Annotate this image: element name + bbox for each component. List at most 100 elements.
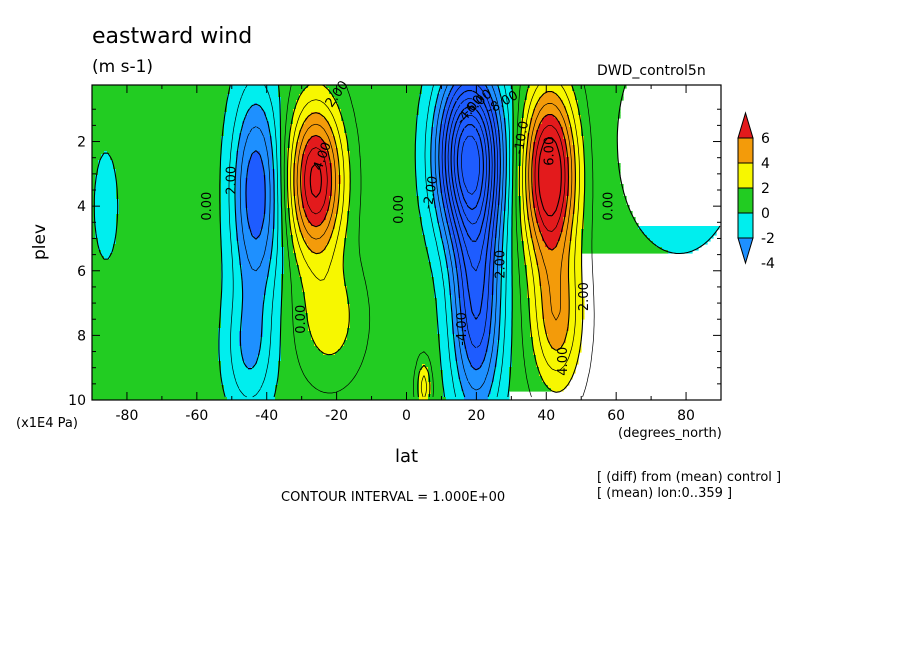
field-cell	[257, 103, 282, 107]
field-cell	[341, 115, 417, 119]
field-cell	[236, 184, 246, 188]
field-cell	[569, 301, 585, 305]
field-cell	[500, 322, 513, 326]
field-cell	[347, 334, 441, 338]
field-cell	[428, 397, 447, 400]
field-cell	[569, 307, 585, 311]
field-cell	[470, 364, 483, 368]
field-cell	[293, 241, 306, 245]
field-cell	[293, 115, 309, 119]
field-cell	[335, 226, 348, 230]
field-cell	[281, 130, 291, 134]
contour-label-group: 2.004.002.000.00 0.00 -2.000.00-4.00-6.00-…	[200, 78, 617, 376]
contour-line	[239, 85, 504, 391]
field-cell	[344, 259, 429, 263]
field-cell	[569, 313, 585, 317]
field-cell	[92, 247, 99, 251]
field-cell	[329, 88, 423, 92]
field-cell	[440, 166, 501, 170]
field-cell	[92, 316, 222, 320]
field-cell	[455, 265, 495, 269]
field-cell	[584, 190, 624, 194]
field-cell	[500, 193, 507, 197]
field-cell	[512, 163, 522, 167]
field-cell	[533, 202, 567, 206]
field-cell	[344, 250, 429, 254]
field-cell	[440, 172, 501, 176]
field-cell	[581, 238, 651, 242]
colorbar-label: 4	[761, 156, 770, 172]
field-cell	[350, 190, 417, 194]
field-cell	[293, 181, 303, 185]
field-cell	[281, 208, 291, 212]
field-cell	[332, 229, 348, 233]
field-cell	[260, 232, 273, 236]
field-cell	[221, 361, 246, 365]
field-cell	[113, 247, 222, 251]
field-cell	[521, 151, 528, 155]
field-cell	[575, 199, 585, 203]
field-cell	[440, 223, 450, 227]
field-cell	[521, 121, 531, 125]
field-cell	[461, 328, 492, 332]
field-cell	[440, 343, 456, 347]
field-cell	[428, 259, 447, 263]
field-cell	[434, 283, 450, 287]
field-cell	[542, 94, 558, 98]
field-cell	[284, 259, 297, 263]
field-cell	[341, 109, 420, 113]
field-cell	[92, 346, 219, 350]
field-cell	[536, 361, 579, 365]
field-cell	[461, 319, 492, 323]
field-cell	[329, 199, 339, 203]
field-cell	[575, 94, 624, 98]
field-cell	[275, 199, 282, 203]
field-cell	[497, 118, 507, 122]
field-cell	[293, 118, 306, 122]
field-cell	[569, 265, 582, 269]
field-cell	[275, 214, 282, 218]
field-cell	[290, 145, 297, 149]
field-cell	[338, 166, 351, 170]
field-cell	[419, 202, 435, 206]
field-cell	[548, 247, 555, 251]
contour-lines	[93, 85, 721, 398]
field-cell	[260, 229, 273, 233]
field-cell	[335, 100, 420, 104]
field-cell	[569, 187, 576, 191]
field-cell	[536, 253, 570, 257]
field-cell	[494, 247, 504, 251]
field-cell	[263, 166, 273, 170]
field-cell	[245, 361, 258, 365]
field-cell	[434, 289, 450, 293]
field-cell	[533, 148, 567, 152]
field-cell	[416, 151, 432, 155]
field-cell	[308, 328, 348, 332]
field-cell	[248, 163, 264, 167]
field-cell	[221, 211, 237, 215]
field-cell	[95, 196, 117, 200]
field-cell	[242, 283, 267, 287]
field-cell	[446, 262, 456, 266]
contour-line	[283, 85, 595, 398]
field-cell	[110, 157, 222, 161]
field-cell	[269, 268, 285, 272]
field-cell	[266, 181, 276, 185]
field-cell	[542, 292, 570, 296]
field-cell	[239, 334, 264, 338]
field-cell	[302, 196, 330, 200]
field-cell	[287, 166, 294, 170]
field-cell	[221, 214, 237, 218]
field-cell	[497, 232, 504, 236]
field-cell	[584, 217, 636, 221]
field-cell	[275, 211, 282, 215]
field-cell	[260, 106, 282, 110]
field-cell	[347, 139, 417, 143]
field-cell	[539, 280, 570, 284]
field-cell	[503, 211, 513, 215]
field-cell	[302, 277, 345, 281]
field-cell	[509, 367, 540, 371]
colorbar-arrow-top	[737, 111, 754, 139]
field-cell	[527, 172, 534, 176]
